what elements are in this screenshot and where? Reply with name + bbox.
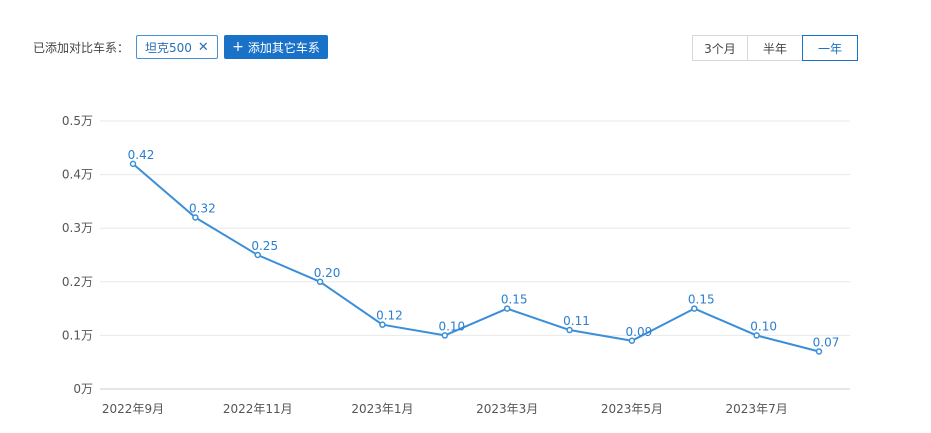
y-tick-label: 0万: [73, 382, 93, 396]
data-label: 0.25: [251, 239, 278, 253]
data-label: 0.10: [438, 319, 465, 333]
y-tick-label: 0.3万: [62, 221, 93, 235]
data-point[interactable]: [628, 337, 636, 345]
data-label: 0.07: [813, 335, 840, 349]
x-tick-label: 2022年9月: [102, 402, 164, 416]
x-tick-label: 2023年1月: [351, 402, 413, 416]
data-label: 0.42: [128, 148, 155, 162]
series-line: [132, 163, 820, 353]
toolbar: 已添加对比车系： 坦克500 ✕ + 添加其它车系 3个月 半年 一年: [0, 0, 931, 70]
added-series-label: 已添加对比车系：: [33, 41, 130, 55]
data-label: 0.15: [501, 293, 528, 307]
series-tag[interactable]: 坦克500 ✕: [136, 35, 218, 59]
data-point[interactable]: [129, 160, 137, 168]
data-label: 0.15: [688, 293, 715, 307]
data-label: 0.20: [314, 266, 341, 280]
data-point[interactable]: [691, 305, 698, 312]
data-point[interactable]: [441, 332, 449, 339]
data-point[interactable]: [566, 326, 573, 334]
y-tick-label: 0.2万: [62, 275, 93, 289]
series-line-path: [132, 163, 820, 353]
y-tick-label: 0.1万: [62, 328, 93, 342]
data-label: 0.11: [563, 314, 590, 328]
sales-line-chart: 0万0.1万0.2万0.3万0.4万0.5万 2022年9月 2022年11月 20…: [62, 114, 850, 416]
data-label: 0.09: [626, 325, 653, 339]
data-label: 0.32: [189, 201, 216, 215]
add-series-button[interactable]: + 添加其它车系: [224, 35, 328, 59]
add-series-label: 添加其它车系: [247, 40, 320, 55]
y-tick-label: 0.5万: [62, 114, 93, 128]
data-point[interactable]: [192, 214, 199, 221]
x-axis: 2022年9月 2022年11月 2023年1月 2023年3月 2023年5月 2023…: [102, 402, 788, 416]
data-labels: 0.42 0.32 0.25 0.20 0.12 0.10 0.15 0.11 0.09 0.15…: [128, 148, 840, 350]
data-point[interactable]: [316, 278, 324, 286]
data-point[interactable]: [815, 348, 823, 355]
data-label: 0.12: [376, 309, 403, 323]
data-point[interactable]: [503, 305, 511, 312]
data-label: 0.10: [750, 319, 777, 333]
time-range-selector: 3个月 半年 一年: [692, 35, 858, 61]
data-point[interactable]: [254, 251, 261, 259]
y-axis: 0万 0.1万 0.2万 0.3万 0.4万 0.5万: [62, 114, 93, 396]
y-tick-label: 0.4万: [62, 168, 93, 182]
data-point[interactable]: [379, 321, 386, 328]
x-tick-label: 2023年7月: [726, 402, 788, 416]
plus-icon: +: [232, 39, 244, 55]
grid-lines: [100, 120, 850, 390]
close-icon[interactable]: ✕: [197, 39, 209, 55]
range-one-year-button[interactable]: 一年: [802, 35, 858, 61]
data-point[interactable]: [753, 332, 760, 339]
x-tick-label: 2022年11月: [223, 402, 293, 416]
x-tick-label: 2023年3月: [476, 402, 538, 416]
series-tag-label: 坦克500: [145, 40, 192, 55]
range-half-year-button[interactable]: 半年: [747, 35, 803, 61]
data-points: [129, 160, 823, 355]
range-3-months-button[interactable]: 3个月: [692, 35, 748, 61]
x-tick-label: 2023年5月: [601, 402, 663, 416]
